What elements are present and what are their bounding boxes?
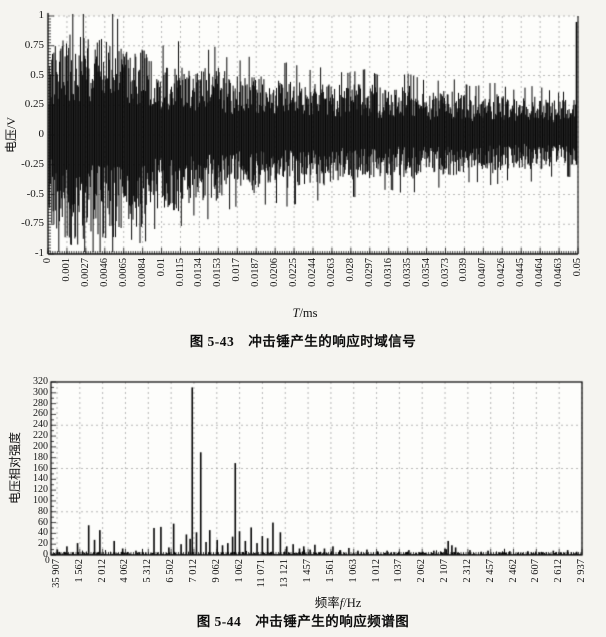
x-tick-label: 0.0335 <box>401 258 413 287</box>
y-tick-label: 40 <box>38 527 48 539</box>
x-tick-label: 2 612 <box>553 559 565 583</box>
y-tick-label: 220 <box>33 430 48 442</box>
y-tick-label: -0.5 <box>26 187 44 200</box>
x-tick-label: 0.0407 <box>477 258 489 287</box>
x-tick-label: 0.0244 <box>307 258 318 287</box>
x-tick-label: 1 012 <box>370 559 382 583</box>
figure-number: 图 5-43 <box>189 334 235 349</box>
x-tick-label: 1 063 <box>347 559 359 583</box>
figure-number: 图 5-44 <box>196 614 242 629</box>
y-tick-label: 320 <box>33 376 48 387</box>
x-tick-label: 0.0464 <box>534 258 546 287</box>
frequency-spectrum-plot <box>43 374 590 562</box>
frequency-word: 频率 <box>314 596 340 610</box>
x-tick-label: 35 907 <box>51 559 62 588</box>
y-tick-label: 0.25 <box>24 98 44 111</box>
x-tick-label: 0.0187 <box>250 258 262 287</box>
x-tick-label: 2 462 <box>507 559 519 583</box>
x-tick-label: 0 <box>42 258 53 264</box>
x-tick-label: 2 012 <box>96 559 108 583</box>
y-tick-label: 60 <box>38 516 48 528</box>
x-tick-label: 1 562 <box>73 559 85 583</box>
y-tick-label: 160 <box>33 462 48 474</box>
x-tick-label-zero: 0 <box>45 556 50 566</box>
x-axis-title-time: T/ms <box>292 306 317 321</box>
x-tick-label: 2 107 <box>439 559 451 583</box>
x-tick-label: 0.0206 <box>269 258 281 287</box>
x-tick-label: 7 012 <box>187 559 199 583</box>
y-tick-label: 180 <box>33 451 48 463</box>
y-tick-label: 300 <box>33 386 48 398</box>
x-tick-label: 1 457 <box>302 559 314 583</box>
x-tick-label: 0.0046 <box>98 258 110 287</box>
x-tick-label: 0.001 <box>60 258 72 282</box>
y-tick-label: -1 <box>34 247 44 259</box>
x-tick-label: 0.0065 <box>117 258 129 287</box>
x-tick-label: 0.017 <box>231 258 243 282</box>
time-unit: /ms <box>299 306 318 320</box>
x-tick-label: 0.01 <box>155 258 167 277</box>
time-domain-plot <box>40 8 586 262</box>
figure-title: 冲击锤产生的响应频谱图 <box>255 614 410 629</box>
x-tick-label: 2 457 <box>484 559 496 583</box>
y-tick-label: 0 <box>43 549 48 560</box>
x-tick-label: 13 121 <box>279 559 291 588</box>
x-tick-label: 9 062 <box>210 559 222 583</box>
x-tick-label: 2 607 <box>530 559 542 583</box>
y-tick-label: 120 <box>33 484 48 496</box>
y-tick-label: 280 <box>33 397 48 409</box>
x-tick-label: 0.0426 <box>496 258 508 287</box>
y-tick-label: 20 <box>38 538 48 550</box>
figure-title: 冲击锤产生的响应时域信号 <box>248 334 417 349</box>
x-tick-label: 2 062 <box>416 559 428 583</box>
time-symbol: T <box>292 306 300 320</box>
x-tick-label: 0.0354 <box>420 258 432 287</box>
figure-caption-5-44: 图 5-44 冲击锤产生的响应频谱图 <box>0 610 606 630</box>
y-tick-label: 0.75 <box>24 38 44 51</box>
x-tick-label: 0.0373 <box>439 258 451 287</box>
y-tick-label: 0 <box>38 128 45 140</box>
y-tick-label: 140 <box>33 473 48 485</box>
figure-caption-5-43: 图 5-43 冲击锤产生的响应时域信号 <box>0 330 606 350</box>
x-tick-label: 1 561 <box>324 559 336 583</box>
y-tick-label: 200 <box>33 440 48 452</box>
x-tick-label: 0.028 <box>344 258 356 282</box>
x-tick-label: 0.0263 <box>325 258 337 287</box>
x-tick-label: 2 312 <box>461 559 473 583</box>
y-tick-label: 240 <box>33 419 48 431</box>
x-tick-label: 2 937 <box>576 559 587 583</box>
x-tick-label: 0.0445 <box>515 258 527 287</box>
frequency-unit: /Hz <box>343 596 362 610</box>
y-tick-label: -0.25 <box>21 157 44 170</box>
x-tick-label: 0.0153 <box>212 258 224 287</box>
x-tick-label: 0.0134 <box>193 258 205 287</box>
x-tick-label: 0.0027 <box>79 258 91 287</box>
y-tick-label: 0.5 <box>30 68 44 81</box>
x-tick-label: 0.05 <box>572 258 583 277</box>
x-tick-label: 0.039 <box>458 258 470 282</box>
y-tick-label: 80 <box>38 505 48 517</box>
x-tick-label: 5 312 <box>142 559 154 583</box>
x-axis-title-frequency: 频率f/Hz <box>315 592 362 611</box>
x-tick-label: 0.0463 <box>553 258 565 287</box>
x-tick-label: 6 502 <box>165 559 177 583</box>
x-tick-label: 0.0225 <box>288 258 300 287</box>
frequency-symbol: f <box>339 596 344 610</box>
x-tick-label: 4 062 <box>119 559 131 583</box>
x-tick-label: 1 062 <box>233 559 245 583</box>
x-tick-label: 0.0115 <box>174 258 186 287</box>
x-tick-label: 0.0297 <box>363 258 375 287</box>
x-tick-label: 0.0316 <box>382 258 394 287</box>
x-tick-label: 0.0084 <box>136 258 148 287</box>
x-tick-label: 1 037 <box>393 559 405 583</box>
y-tick-label: 260 <box>33 408 48 420</box>
x-tick-label: 11 071 <box>256 559 268 588</box>
y-tick-label: 1 <box>38 9 45 21</box>
y-tick-label: -0.75 <box>21 217 44 230</box>
y-tick-label: 100 <box>33 494 48 506</box>
